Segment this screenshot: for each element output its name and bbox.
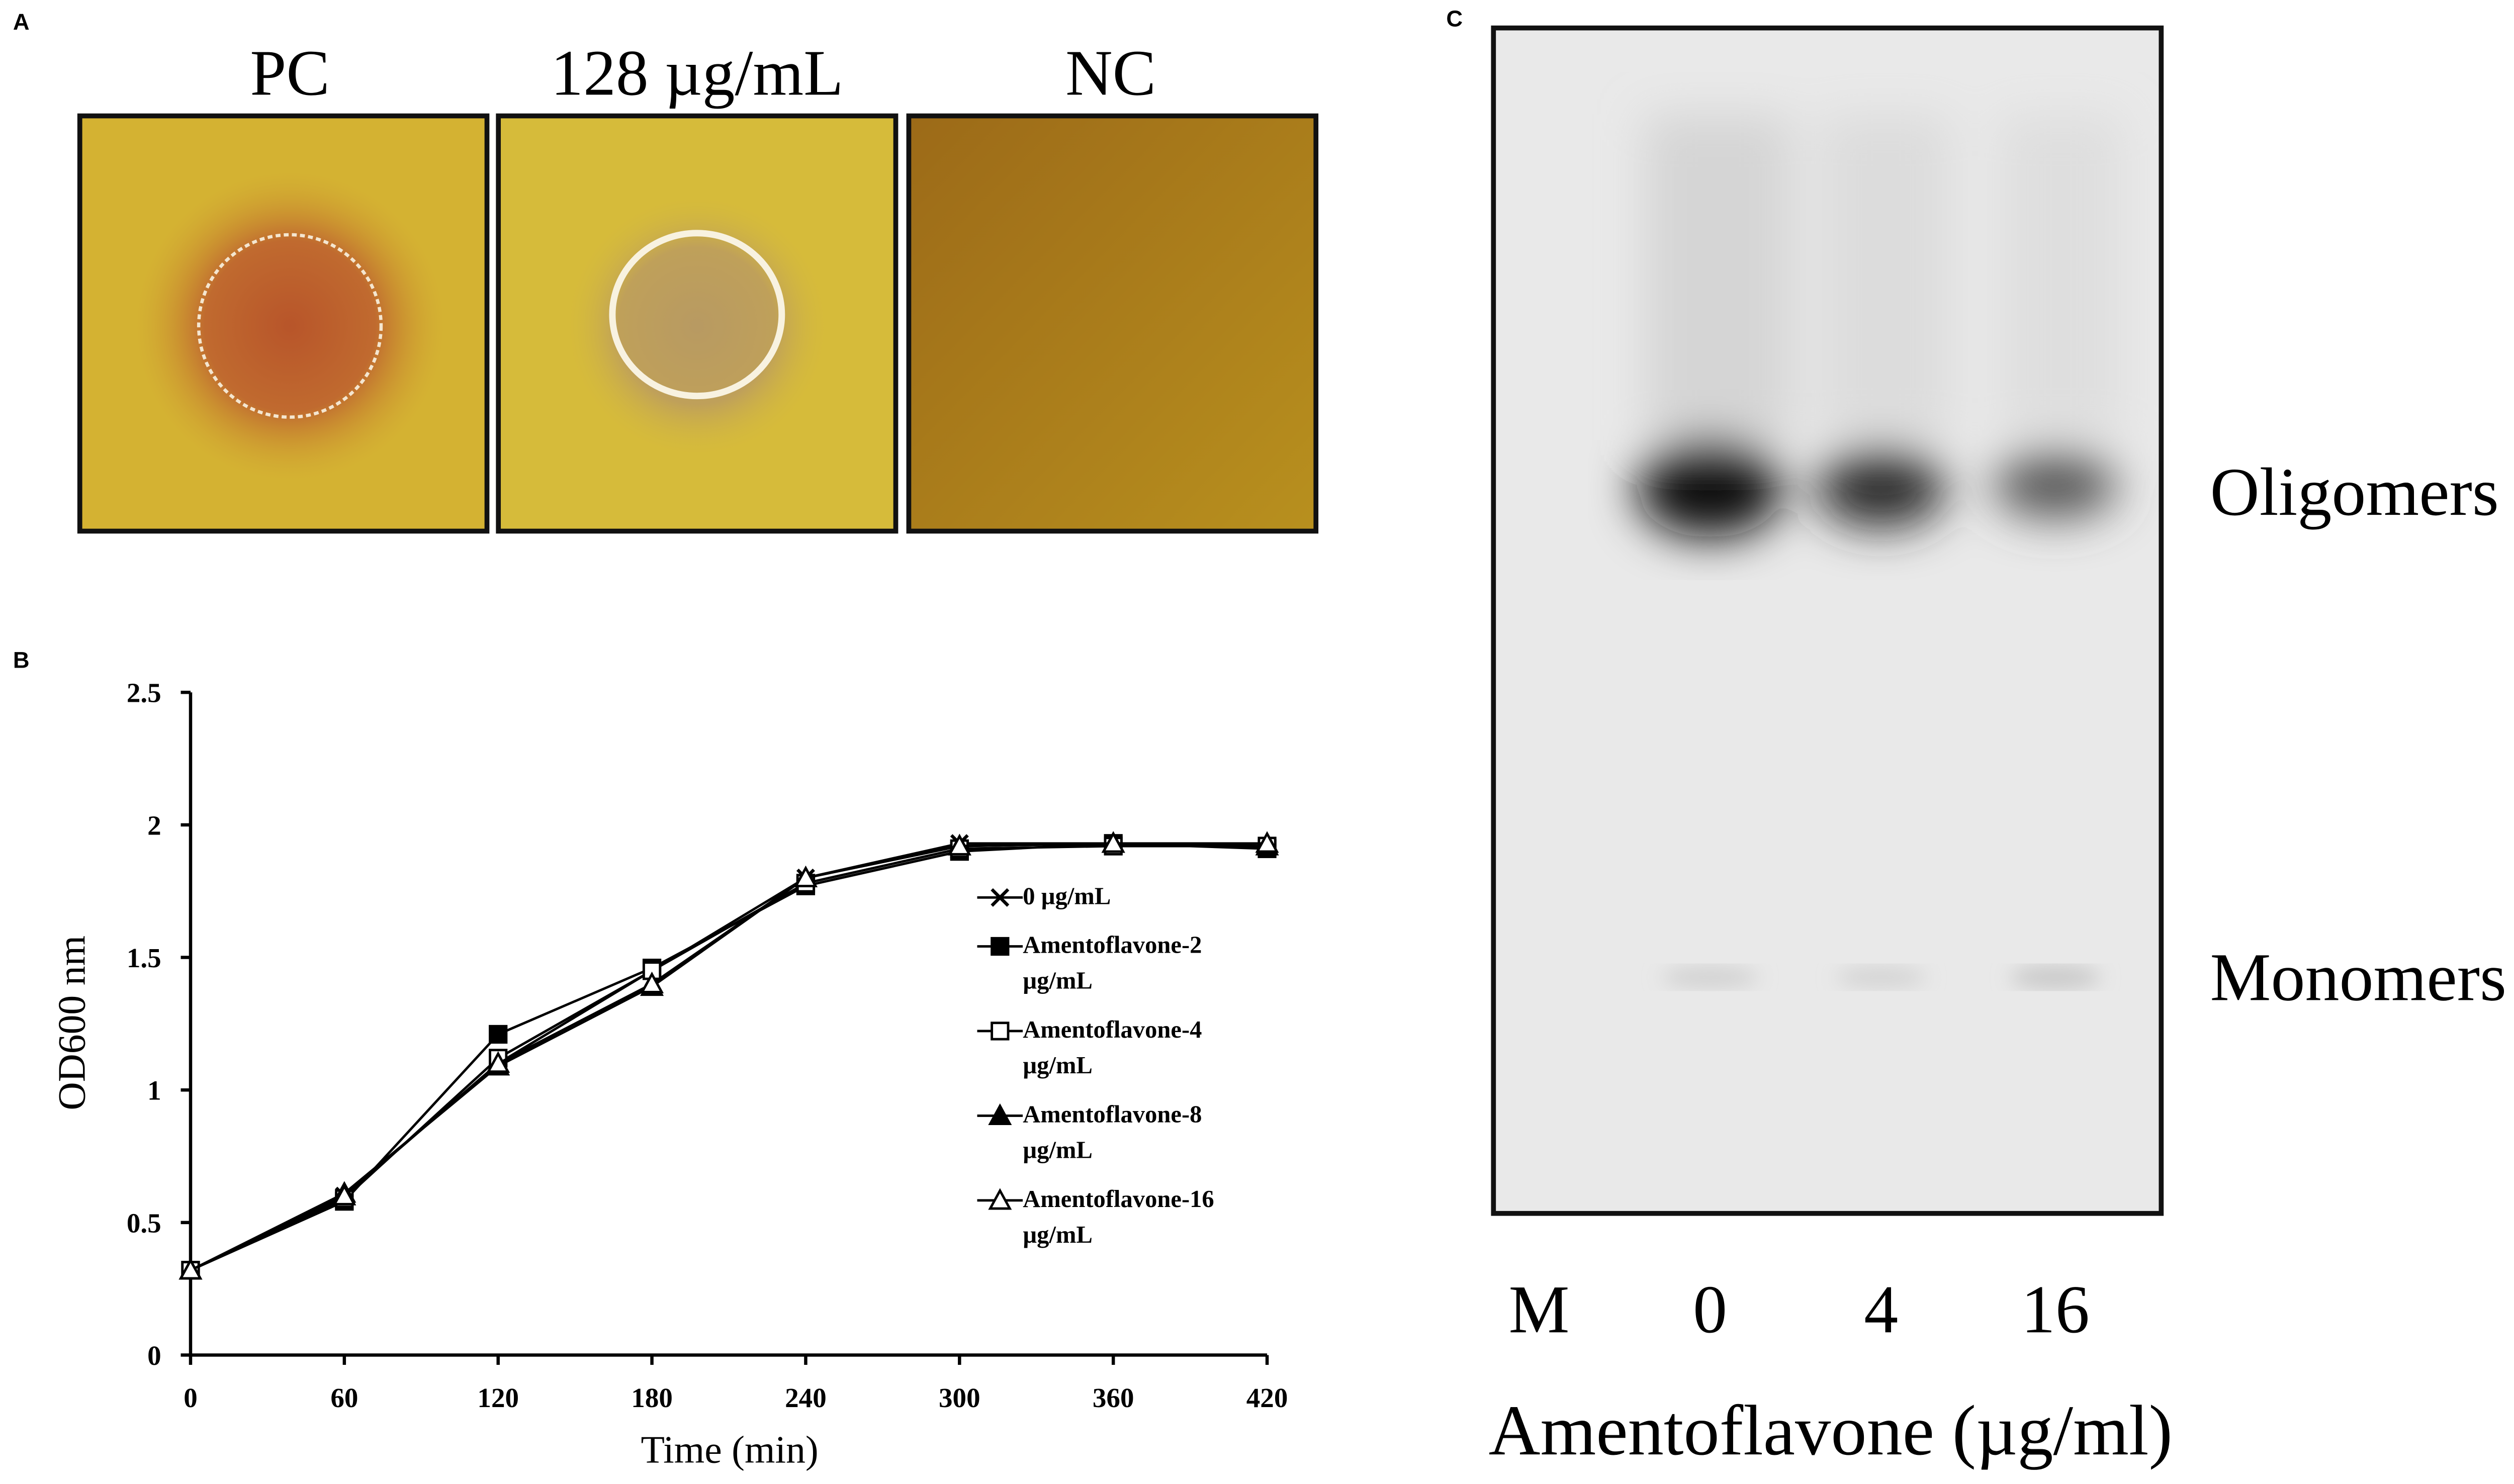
marker — [991, 888, 1010, 907]
gel — [1491, 25, 2164, 1216]
lane-label: 4 — [1864, 1272, 1898, 1347]
legend-entry: Amentoflavone-4 µg/mL — [977, 1013, 1303, 1085]
legend-label: 0 µg/mL — [1023, 884, 1111, 911]
marker — [489, 1025, 508, 1044]
marker — [178, 1258, 203, 1280]
band-label: Monomers — [2210, 940, 2506, 1015]
y-tick-label: 2.5 — [127, 678, 161, 708]
y-axis-label: OD600 nm — [50, 936, 93, 1110]
x-tick-label: 300 — [939, 1382, 980, 1413]
lane-label: M — [1509, 1272, 1570, 1347]
legend-swatch — [977, 937, 1023, 956]
x-tick-label: 360 — [1093, 1382, 1134, 1413]
marker — [1255, 831, 1279, 853]
marker — [988, 1103, 1012, 1126]
lane-label: 16 — [2021, 1272, 2090, 1347]
y-tick-label: 1.5 — [127, 943, 161, 973]
marker — [1101, 831, 1125, 853]
panel-label: C — [1446, 6, 1463, 31]
marker — [991, 1022, 1010, 1041]
marker — [486, 1051, 510, 1073]
y-tick-label: 1 — [147, 1075, 161, 1106]
legend-swatch — [977, 1188, 1023, 1210]
plate — [496, 113, 899, 534]
band-label: Oligomers — [2210, 454, 2499, 530]
y-tick-label: 2 — [147, 810, 161, 841]
marker — [947, 833, 971, 856]
panel-label: A — [13, 9, 30, 35]
legend-entry: Amentoflavone-16 µg/mL — [977, 1182, 1303, 1254]
legend-entry: Amentoflavone-2 µg/mL — [977, 929, 1303, 1000]
legend-swatch — [977, 1103, 1023, 1126]
x-tick-label: 180 — [631, 1382, 673, 1413]
x-tick-label: 240 — [785, 1382, 827, 1413]
x-axis-label: Time (min) — [641, 1428, 818, 1471]
legend-label: Amentoflavone-2 µg/mL — [1023, 933, 1202, 995]
x-tick-label: 120 — [477, 1382, 519, 1413]
marker — [793, 865, 818, 887]
plate — [906, 113, 1319, 534]
panel-label: B — [13, 647, 30, 673]
x-axis-label: Amentoflavone (µg/ml) — [1489, 1390, 2173, 1470]
marker — [640, 971, 664, 993]
marker — [991, 937, 1010, 956]
plate-title: PC — [250, 37, 329, 109]
marker — [988, 1188, 1012, 1210]
legend-box: 0 µg/mL Amentoflavone-2 µg/mL Amentoflavon… — [977, 880, 1303, 1254]
x-tick-label: 60 — [330, 1382, 358, 1413]
plot: 0 0.5 1 1.5 2 2.5 0 60 120 180 240 300 360 420 Time (m… — [50, 678, 1288, 1471]
plate — [77, 113, 490, 534]
lane-label: 0 — [1693, 1272, 1727, 1347]
legend-entry: Amentoflavone-8 µg/mL — [977, 1098, 1303, 1170]
plate-title: 128 µg/mL — [551, 37, 843, 109]
x-tick-label: 0 — [184, 1382, 198, 1413]
legend-label: Amentoflavone-4 µg/mL — [1023, 1018, 1202, 1080]
legend-swatch — [977, 888, 1023, 907]
y-tick-label: 0.5 — [127, 1208, 161, 1238]
legend-label: Amentoflavone-8 µg/mL — [1023, 1102, 1202, 1165]
legend: 0 µg/mL Amentoflavone-2 µg/mL Amentoflavon… — [977, 880, 1303, 1254]
legend-label: Amentoflavone-16 µg/mL — [1023, 1187, 1214, 1249]
legend-swatch — [977, 1022, 1023, 1041]
series-line — [190, 842, 1268, 1271]
y-tick-label: 0 — [147, 1340, 161, 1371]
plate-title: NC — [1065, 37, 1156, 109]
x-tick-label: 420 — [1246, 1382, 1288, 1413]
marker — [332, 1183, 356, 1205]
legend-entry: 0 µg/mL — [977, 880, 1303, 915]
